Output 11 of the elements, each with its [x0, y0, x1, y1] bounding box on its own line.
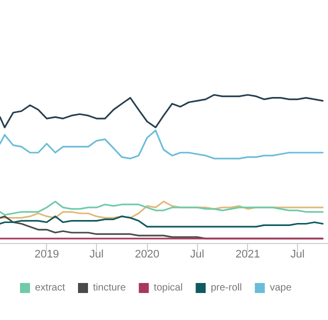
- legend-label: pre-roll: [210, 282, 242, 294]
- x-tick-label: Jul: [89, 248, 104, 260]
- legend-label: extract: [35, 282, 66, 294]
- x-tick-label: Jul: [290, 248, 305, 260]
- x-tick-label: 2020: [134, 248, 160, 260]
- legend-label: vape: [270, 282, 292, 294]
- x-tick-label: 2019: [34, 248, 59, 260]
- x-tick-label: Jul: [190, 248, 204, 260]
- x-tick-label: 2021: [235, 248, 260, 260]
- legend-label: topical: [154, 282, 183, 294]
- legend-label: tincture: [93, 282, 126, 294]
